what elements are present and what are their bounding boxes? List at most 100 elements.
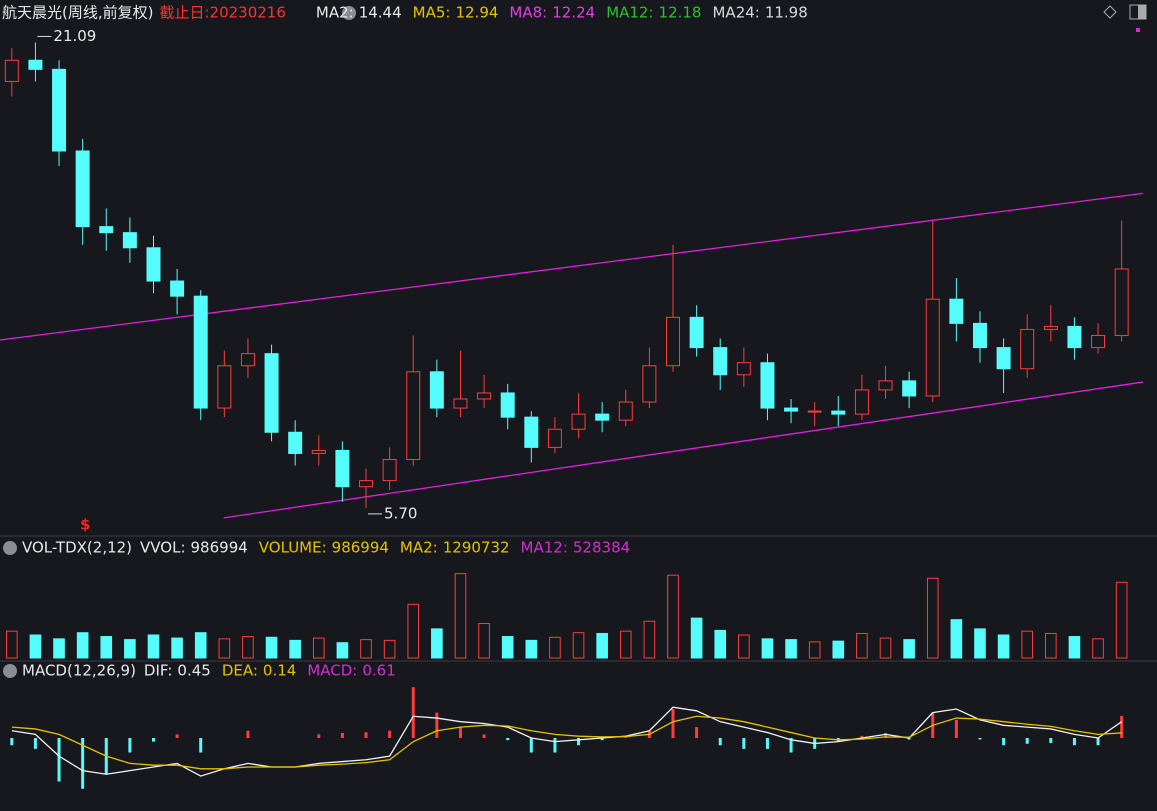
macd-bar [1096, 738, 1100, 746]
candle-body [807, 410, 822, 413]
indicator-value: 1290732 [443, 539, 510, 557]
macd-bar [1025, 738, 1029, 744]
volume-bar [690, 617, 703, 659]
candle-body [146, 247, 161, 282]
volume-bar [596, 632, 608, 659]
macd-bar [718, 738, 722, 746]
macd-bar [482, 734, 486, 738]
dot [1136, 28, 1140, 32]
trendline [0, 192, 1144, 341]
candle-body [902, 380, 917, 397]
candle-body [429, 371, 444, 409]
macd-bar [57, 738, 61, 782]
volume-bar [454, 573, 467, 659]
candle-body [335, 449, 350, 488]
macd-bar [1120, 715, 1124, 738]
candle-body [28, 59, 43, 70]
candle-body [571, 413, 586, 430]
candle-body [547, 428, 562, 448]
toggle-icon[interactable] [3, 664, 17, 678]
macd-bar [860, 735, 864, 738]
macd-bar [317, 734, 321, 738]
indicator-value: 12.18 [659, 4, 702, 22]
volume-bar [714, 629, 727, 659]
volume-bar [832, 640, 845, 659]
window-icon-half [1138, 5, 1146, 19]
candle-body [831, 410, 846, 415]
volume-bar [549, 636, 561, 659]
trendline [223, 381, 1144, 519]
indicator-value: 528384 [573, 539, 630, 557]
indicator-label: MA12: [606, 4, 653, 22]
macd-bar [506, 738, 510, 741]
volume-bar [619, 630, 632, 659]
title: 航天晨光(周线,前复权) [2, 4, 153, 22]
candle-body [878, 380, 893, 391]
macd-bar [199, 738, 203, 753]
macd-bar [128, 738, 132, 753]
extreme-label: 21.09 [53, 27, 96, 45]
macd-bar [907, 738, 911, 740]
toggle-icon[interactable] [3, 541, 17, 555]
volume-bar [242, 636, 254, 659]
candle-body [1020, 328, 1035, 370]
macd-bar [742, 738, 746, 749]
volume-bar [265, 636, 278, 659]
panel-title: MACD(12,26,9) [22, 662, 136, 680]
volume-bar [29, 634, 42, 659]
volume-bar [808, 641, 821, 659]
indicator-value: 11.98 [765, 4, 808, 22]
macd-bar [458, 727, 462, 738]
candle-body [359, 480, 374, 488]
candle-body [217, 365, 232, 409]
candle-body [1114, 268, 1129, 336]
panel-icons[interactable] [3, 6, 356, 678]
volume-bar [478, 623, 490, 659]
candle-body [784, 407, 799, 412]
candle-body [642, 365, 657, 403]
extreme-label: 5.70 [384, 504, 417, 522]
candle-body [524, 416, 539, 448]
volume-bar [431, 628, 443, 659]
macd-bar [435, 712, 439, 738]
volume-bar [1068, 636, 1081, 659]
candle-body [595, 413, 610, 421]
panel-title: VOL-TDX(2,12) [22, 539, 132, 557]
volume-bar [785, 639, 797, 659]
toolbar-icons[interactable] [1103, 4, 1147, 32]
volume-bar [1092, 638, 1104, 659]
macd-bar [600, 738, 604, 741]
toggle-icon[interactable] [342, 6, 356, 20]
macd-line [11, 706, 1123, 777]
cutoff-date: 截止日:20230216 [159, 4, 285, 22]
macd-bar [1049, 738, 1053, 744]
candle-body [713, 347, 728, 376]
macd-bar [175, 734, 179, 738]
candle-body [288, 431, 303, 454]
indicator-label: MACD: [307, 662, 357, 680]
volume-bar [572, 632, 585, 659]
volume-bar [856, 632, 868, 659]
volume-bar [147, 634, 160, 659]
macd-bar [81, 738, 85, 789]
macd-bar [789, 738, 793, 753]
indicator-label: VVOL: [140, 539, 185, 557]
volume-bar [738, 634, 750, 659]
macd-bar [978, 738, 982, 740]
volume-bar [312, 637, 325, 659]
indicator-label: VOLUME: [259, 539, 327, 557]
macd-line [11, 715, 1122, 770]
macd-bar [388, 730, 392, 738]
volume-bar [383, 639, 396, 659]
macd-bar [10, 738, 14, 746]
macd-bar [624, 737, 628, 738]
macd-bar [33, 738, 37, 749]
candle-body [75, 150, 90, 228]
candle-body [99, 226, 114, 234]
volume-bar [926, 577, 939, 659]
macd-bar [246, 730, 250, 738]
diamond-icon[interactable] [1103, 5, 1117, 19]
candle-body [736, 362, 751, 376]
